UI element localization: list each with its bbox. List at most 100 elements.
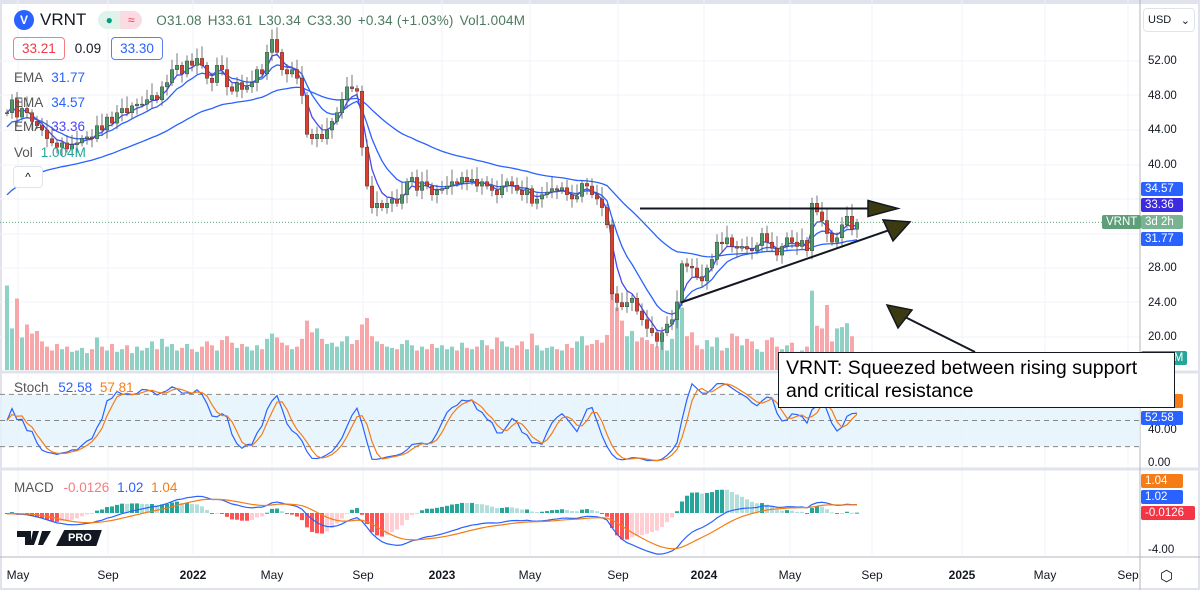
- volume-bar: [765, 340, 769, 370]
- macd-histogram-bar: [435, 507, 439, 513]
- macd-histogram-bar: [235, 513, 239, 520]
- volume-bar: [750, 341, 754, 370]
- ohlc-open: O31.08: [156, 12, 202, 28]
- macd-histogram-bar: [395, 513, 399, 530]
- macd-histogram-bar: [90, 513, 94, 514]
- candle-body: [625, 302, 630, 308]
- data-delay-icon: ≈: [120, 11, 143, 29]
- macd-histogram-bar: [580, 509, 584, 513]
- macd-histogram-bar: [710, 492, 714, 513]
- macd-histogram-bar: [655, 513, 659, 531]
- candle-body: [345, 86, 350, 101]
- stoch-legend[interactable]: Stoch 52.58 57.81: [14, 380, 134, 395]
- volume-bar: [610, 284, 614, 370]
- candle-body: [835, 237, 840, 243]
- macd-histogram-bar: [510, 507, 514, 513]
- candle-body: [270, 39, 275, 53]
- legend-ema2[interactable]: EMA 34.57: [14, 95, 85, 110]
- tradingview-logo[interactable]: PRO: [17, 529, 102, 547]
- macd-histogram-bar: [70, 513, 74, 520]
- macd-histogram-bar: [630, 513, 634, 538]
- volume-bar: [540, 350, 544, 370]
- volume-bar: [270, 333, 274, 370]
- volume-bar: [515, 345, 519, 370]
- buy-button[interactable]: 33.30: [111, 37, 163, 60]
- macd-hist-value: -0.0126: [63, 480, 110, 495]
- candle-body: [850, 216, 855, 230]
- volume-bar: [720, 350, 724, 370]
- macd-histogram-bar: [820, 506, 824, 513]
- time-axis-label: May: [1033, 568, 1057, 582]
- volume-bar: [45, 346, 49, 370]
- candle-body: [239, 82, 244, 90]
- candle-body: [715, 241, 720, 260]
- volume-bar: [40, 341, 44, 370]
- volume-bar: [615, 307, 619, 370]
- time-axis-label: Sep: [607, 568, 629, 582]
- volume-bar: [145, 347, 149, 370]
- macd-histogram-bar: [715, 489, 719, 513]
- macd-line: [6, 495, 858, 555]
- macd-legend[interactable]: MACD -0.0126 1.02 1.04: [14, 480, 177, 495]
- candle-body: [385, 203, 390, 208]
- price-axis-label: 40.00: [1148, 158, 1177, 171]
- market-status-pill[interactable]: ● ≈: [98, 11, 143, 29]
- candle-body: [550, 188, 555, 193]
- time-axis-label: Sep: [97, 568, 119, 582]
- symbol-logo[interactable]: V: [14, 10, 34, 30]
- macd-histogram-bar: [285, 513, 289, 514]
- volume-bar: [690, 332, 694, 370]
- macd-histogram-bar: [155, 505, 159, 513]
- volume-bar: [230, 342, 234, 370]
- macd-histogram-bar: [355, 508, 359, 513]
- candle-body: [840, 224, 845, 239]
- annotation-callout[interactable]: VRNT: Squeezed between rising support an…: [778, 352, 1175, 408]
- collapse-legend-button[interactable]: ^: [13, 166, 43, 188]
- candle-body: [380, 203, 385, 208]
- candle-body: [244, 86, 249, 90]
- currency-dropdown[interactable]: USD ⌄: [1143, 8, 1195, 32]
- candle-body: [360, 90, 365, 148]
- legend-ema3[interactable]: EMA 33.36: [14, 119, 85, 134]
- volume-bar: [90, 349, 94, 370]
- macd-histogram-bar: [270, 508, 274, 513]
- macd-histogram-bar: [470, 502, 474, 513]
- macd-histogram-bar: [180, 503, 184, 513]
- macd-histogram-bar: [360, 513, 364, 515]
- candle-body: [89, 136, 94, 139]
- macd-histogram-bar: [665, 513, 669, 523]
- volume-bar: [535, 345, 539, 370]
- macd-histogram-bar: [265, 512, 269, 514]
- candle-body: [580, 183, 585, 197]
- legend-volume[interactable]: Vol 1.004M: [14, 145, 86, 160]
- candle-body: [460, 177, 465, 184]
- candle-body: [680, 263, 685, 303]
- candle-body: [420, 181, 425, 191]
- volume-bar: [30, 333, 34, 370]
- macd-histogram-bar: [535, 512, 539, 514]
- sell-button[interactable]: 33.21: [13, 37, 65, 60]
- macd-histogram-bar: [760, 503, 764, 513]
- macd-histogram-bar: [415, 513, 419, 514]
- macd-histogram-bar: [515, 508, 519, 513]
- macd-histogram-bar: [560, 509, 564, 513]
- candle-body: [25, 108, 30, 113]
- legend-value: 31.77: [51, 70, 86, 85]
- volume-bar: [205, 341, 209, 370]
- volume-bar: [320, 338, 324, 370]
- stoch-d-line: [6, 383, 858, 462]
- candle-body: [645, 319, 650, 329]
- volume-bar: [360, 324, 364, 370]
- macd-histogram-bar: [830, 512, 834, 514]
- macd-histogram-bar: [215, 513, 219, 514]
- legend-ema1[interactable]: EMA 31.77: [14, 70, 85, 85]
- volume-bar: [685, 336, 689, 370]
- candle-body: [35, 121, 40, 126]
- candle-body: [600, 198, 605, 208]
- symbol-name[interactable]: VRNT: [40, 10, 87, 29]
- volume-bar: [505, 346, 509, 370]
- price-axis-label: 52.00: [1148, 55, 1177, 67]
- settings-gear-icon[interactable]: ⬡: [1160, 568, 1174, 585]
- candle-body: [505, 181, 510, 187]
